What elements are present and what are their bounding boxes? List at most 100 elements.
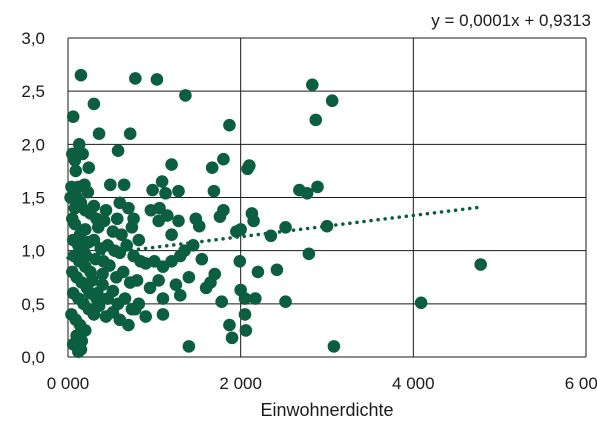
data-point (96, 278, 109, 291)
data-point (110, 212, 124, 226)
data-point (92, 127, 106, 140)
data-point (173, 289, 187, 302)
data-point (117, 178, 131, 192)
data-point (215, 295, 228, 309)
trendline (66, 205, 485, 260)
data-point (238, 292, 252, 305)
y-tick-label: 2,5 (21, 82, 45, 101)
data-point (116, 265, 130, 279)
data-point (79, 249, 93, 263)
data-point (172, 214, 185, 228)
data-point (69, 164, 83, 178)
data-point (125, 220, 139, 234)
data-point (122, 318, 135, 332)
data-point (300, 186, 314, 200)
data-points (64, 68, 487, 358)
data-point (139, 310, 152, 323)
data-point (325, 94, 339, 108)
data-point (85, 274, 99, 287)
data-point (72, 138, 86, 151)
data-point (217, 152, 230, 166)
data-point (207, 184, 221, 198)
data-point (199, 281, 213, 295)
data-point (172, 184, 185, 198)
data-point (90, 292, 103, 305)
data-point (104, 178, 117, 192)
data-point (186, 239, 200, 252)
data-point (179, 89, 192, 102)
data-point (182, 270, 196, 284)
data-point (87, 97, 101, 111)
data-point (327, 340, 341, 353)
data-point (68, 201, 82, 215)
data-point (264, 229, 278, 243)
x-axis-label: Einwohnerdichte (260, 400, 393, 420)
data-point (223, 318, 236, 332)
data-point (217, 203, 230, 217)
x-axis-ticks: 0 000 2 000 4 000 6 000 (47, 374, 597, 393)
data-point (414, 296, 428, 310)
data-point (249, 292, 262, 305)
data-point (74, 68, 88, 82)
data-point (155, 175, 169, 188)
data-point (152, 274, 165, 287)
data-point (96, 267, 109, 281)
x-tick-label: 6 000 (565, 374, 597, 393)
x-tick-label: 4 000 (392, 374, 435, 393)
data-point (192, 219, 206, 233)
data-point (152, 214, 165, 228)
trendline-equation-label: y = 0,0001x + 0,9313 (431, 11, 591, 30)
y-tick-label: 0,5 (21, 295, 45, 314)
data-point (132, 233, 146, 247)
data-point (238, 308, 252, 321)
data-point (474, 258, 487, 271)
data-point (165, 158, 178, 171)
data-point (122, 201, 135, 215)
x-tick-label: 0 000 (47, 374, 90, 393)
data-point (225, 331, 239, 345)
data-point (306, 78, 319, 92)
y-tick-label: 0,0 (21, 348, 45, 367)
data-point (233, 254, 247, 268)
data-point (143, 281, 157, 295)
data-point (130, 274, 144, 287)
y-tick-label: 1,0 (21, 242, 45, 261)
data-point (270, 263, 284, 277)
data-point (241, 162, 254, 176)
data-point (223, 118, 236, 132)
data-point (165, 228, 178, 242)
data-point (90, 212, 103, 226)
y-tick-label: 1,5 (21, 189, 45, 208)
data-point (146, 183, 159, 197)
data-point (68, 153, 82, 167)
data-point (234, 223, 247, 236)
data-point (205, 161, 219, 175)
data-point (169, 278, 183, 291)
data-point (74, 343, 88, 356)
data-point (173, 249, 187, 263)
y-tick-label: 3,0 (21, 29, 45, 48)
data-point (320, 219, 334, 233)
data-point (129, 302, 142, 316)
data-point (123, 127, 137, 140)
x-tick-label: 2 000 (219, 374, 262, 393)
data-point (129, 72, 142, 85)
data-point (68, 217, 82, 231)
data-point (106, 284, 120, 298)
data-point (182, 340, 196, 353)
y-axis-ticks: 0,0 0,5 1,0 1,5 2,0 2,5 3,0 (21, 29, 45, 367)
data-point (87, 233, 101, 247)
chart-gridlines (67, 37, 587, 358)
data-point (97, 254, 110, 268)
data-point (120, 239, 134, 252)
trendline-path (66, 205, 485, 260)
data-point (156, 292, 170, 305)
data-point (72, 180, 85, 194)
data-point (82, 161, 96, 175)
data-point (302, 247, 316, 261)
data-point (247, 214, 260, 228)
data-point (159, 186, 172, 200)
data-point (311, 180, 324, 194)
data-point (99, 203, 113, 217)
